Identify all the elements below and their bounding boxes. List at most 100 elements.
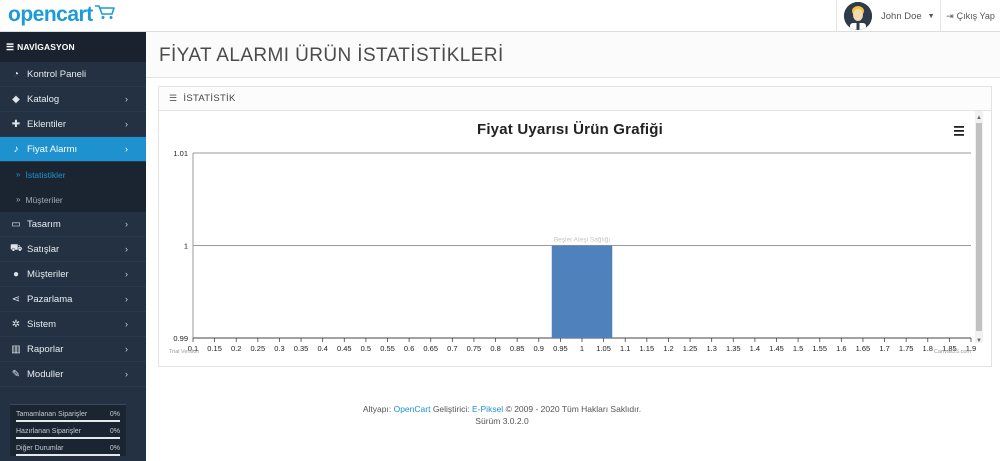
- footer-suffix: © 2009 - 2020 Tüm Hakları Saklıdır.: [503, 404, 642, 414]
- footer: Altyapı: OpenCart Geliştirici: E-Piksel …: [146, 403, 858, 427]
- x-tick-label: 0.95: [553, 344, 568, 353]
- canvasjs-watermark: CanvasJS.com: [934, 349, 971, 355]
- x-tick-label: 0.45: [337, 344, 352, 353]
- x-tick-label: 1.25: [683, 344, 698, 353]
- price-alert-chart: Fiyat Uyarısı Ürün Grafiği 0.99 1 1.01 Beşle…: [169, 111, 983, 355]
- progress-item: Tamamlanan Siparişler 0%: [16, 411, 120, 422]
- x-tick-label: 1.65: [856, 344, 871, 353]
- x-tick-label: 1: [580, 344, 584, 353]
- panel-title: İSTATİSTİK: [183, 93, 236, 104]
- sidebar-item-label: Sistem: [27, 318, 57, 330]
- logo-text: opencart: [8, 3, 93, 26]
- logout-button[interactable]: ⇥ Çıkış Yap: [940, 0, 1000, 32]
- top-header: opencart John Doe ▼ ⇥ Çıkış Yap: [0, 0, 1000, 32]
- scroll-up-icon: ▲: [976, 115, 982, 121]
- x-tick-label: 1.05: [596, 344, 611, 353]
- x-tick-label: 0.15: [207, 344, 222, 353]
- panel-heading: ☰ İSTATİSTİK: [159, 87, 991, 111]
- sidebar-item-9[interactable]: ▥ Raporlar ›: [0, 337, 146, 362]
- progress-bar: [16, 437, 120, 439]
- sidebar-item-label: Pazarlama: [27, 293, 73, 305]
- x-tick-label: 1.4: [750, 344, 760, 353]
- opencart-logo[interactable]: opencart: [8, 2, 116, 28]
- chart-scroll-thumb[interactable]: [976, 123, 982, 331]
- sidebar-menu: ◔ Kontrol Paneli ◆ Katalog › ✚ Eklentiler › ♪ Fiy…: [0, 62, 146, 387]
- sidebar-subitem-label: İstatistikler: [25, 169, 66, 180]
- desktop-icon: ▭: [11, 218, 21, 230]
- sidebar-item-label: Kontrol Paneli: [27, 68, 87, 80]
- sidebar-item-8[interactable]: ✲ Sistem ›: [0, 312, 146, 337]
- sidebar-item-5[interactable]: ⛟ Satışlar ›: [0, 237, 146, 262]
- bar-data-label: Beşler Ateşi Sağlığı: [554, 237, 611, 244]
- footer-prefix: Altyapı:: [362, 404, 394, 414]
- y-tick-label: 1.01: [173, 149, 188, 158]
- x-tick-label: 0.6: [404, 344, 414, 353]
- sidebar-item-label: Müşteriler: [27, 268, 69, 280]
- chevron-right-icon: ›: [125, 294, 128, 304]
- page-title: FİYAT ALARMI ÜRÜN İSTATİSTİKLERİ: [159, 45, 504, 66]
- x-tick-label: 0.65: [423, 344, 438, 353]
- footer-copyright: Altyapı: OpenCart Geliştirici: E-Piksel …: [146, 403, 858, 415]
- footer-version: Sürüm 3.0.2.0: [475, 416, 529, 426]
- chevron-right-icon: ›: [125, 319, 128, 329]
- progress-head: Hazırlanan Siparişler 0%: [16, 428, 120, 435]
- order-progress-box: Tamamlanan Siparişler 0% Hazırlanan Sipari…: [10, 404, 126, 456]
- x-tick-label: 0.3: [274, 344, 284, 353]
- double-chevron-icon: »: [16, 170, 21, 179]
- x-tick-label: 0.55: [380, 344, 395, 353]
- sidebar-item-label: Moduller: [27, 368, 64, 380]
- user-name: John Doe: [881, 10, 922, 22]
- caret-down-icon: ▼: [927, 12, 935, 20]
- chevron-right-icon: ›: [125, 369, 128, 379]
- sidebar-item-10[interactable]: ✎ Moduller ›: [0, 362, 146, 387]
- sidebar-item-6[interactable]: ● Müşteriler ›: [0, 262, 146, 287]
- y-tick-label: 0.99: [173, 334, 188, 343]
- sidebar-subitem-label: Müşteriler: [25, 194, 63, 205]
- cart-icon: ⛟: [10, 242, 23, 254]
- sidebar-item-0[interactable]: ◔ Kontrol Paneli: [0, 62, 146, 87]
- x-tick-label: 1.1: [620, 344, 630, 353]
- x-tick-label: 0.9: [534, 344, 544, 353]
- sidebar-item-2[interactable]: ✚ Eklentiler ›: [0, 112, 146, 137]
- x-tick-label: 1.15: [640, 344, 655, 353]
- opencart-link[interactable]: OpenCart: [393, 404, 431, 414]
- progress-value: 0%: [109, 411, 120, 418]
- epiksel-link[interactable]: E-Piksel: [472, 404, 504, 414]
- x-tick-label: 0.8: [490, 344, 500, 353]
- x-tick-label: 0.4: [317, 344, 327, 353]
- sidebar-subitem-1[interactable]: » Müşteriler: [0, 187, 146, 212]
- sidebar-item-3[interactable]: ♪ Fiyat Alarmı ›: [0, 137, 146, 162]
- x-tick-label: 1.5: [793, 344, 803, 353]
- progress-head: Tamamlanan Siparişler 0%: [16, 411, 120, 418]
- chevron-right-icon: ›: [125, 119, 128, 129]
- progress-label: Diğer Durumlar: [16, 445, 64, 452]
- sidebar-item-label: Fiyat Alarmı: [27, 143, 78, 155]
- progress-value: 0%: [109, 428, 120, 435]
- sidebar-item-4[interactable]: ▭ Tasarım ›: [0, 212, 146, 237]
- progress-bar: [16, 420, 120, 422]
- sidebar-item-label: Tasarım: [27, 218, 61, 230]
- x-tick-label: 0.75: [467, 344, 482, 353]
- x-tick-label: 1.75: [899, 344, 914, 353]
- bars-icon: ☰: [6, 41, 15, 52]
- sidebar-item-7[interactable]: ⋖ Pazarlama ›: [0, 287, 146, 312]
- main-content: FİYAT ALARMI ÜRÜN İSTATİSTİKLERİ ☰ İSTAT…: [146, 32, 1000, 461]
- x-tick-label: 1.85: [942, 344, 957, 353]
- chevron-right-icon: ›: [125, 219, 128, 229]
- sidebar-subitem-0[interactable]: » İstatistikler: [0, 162, 146, 187]
- x-tick-label: 1.8: [923, 344, 933, 353]
- x-tick-label: 1.7: [879, 344, 889, 353]
- list-icon: ☰: [169, 93, 178, 103]
- user-dropdown[interactable]: John Doe ▼: [836, 0, 940, 32]
- chart-menu-icon[interactable]: [954, 126, 964, 136]
- progress-bar: [16, 454, 120, 456]
- progress-head: Diğer Durumlar 0%: [16, 445, 120, 452]
- x-tick-label: 0.7: [447, 344, 457, 353]
- statistics-panel: ☰ İSTATİSTİK Fiyat Uyarısı Ürün Grafiği 0…: [158, 86, 992, 367]
- x-tick-label: 1.35: [726, 344, 741, 353]
- x-tick-label: 0.35: [294, 344, 309, 353]
- sidebar-item-label: Raporlar: [27, 343, 64, 355]
- sidebar-item-1[interactable]: ◆ Katalog ›: [0, 87, 146, 112]
- navigation-title: ☰ NAVİGASYON: [0, 32, 146, 62]
- progress-label: Hazırlanan Siparişler: [16, 428, 81, 435]
